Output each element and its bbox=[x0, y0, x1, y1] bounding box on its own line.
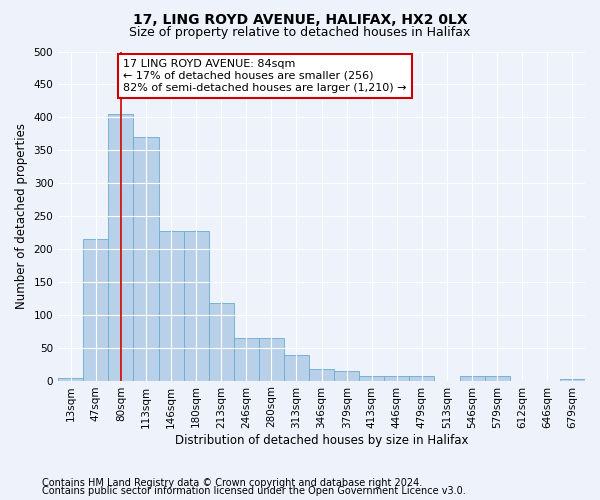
Bar bbox=[385, 376, 409, 380]
Text: Contains HM Land Registry data © Crown copyright and database right 2024.: Contains HM Land Registry data © Crown c… bbox=[42, 478, 422, 488]
Bar bbox=[309, 368, 334, 380]
Bar bbox=[284, 355, 309, 380]
Bar bbox=[83, 239, 109, 380]
Text: Contains public sector information licensed under the Open Government Licence v3: Contains public sector information licen… bbox=[42, 486, 466, 496]
Bar bbox=[234, 338, 259, 380]
Bar bbox=[460, 376, 485, 380]
Y-axis label: Number of detached properties: Number of detached properties bbox=[15, 123, 28, 309]
Text: 17 LING ROYD AVENUE: 84sqm
← 17% of detached houses are smaller (256)
82% of sem: 17 LING ROYD AVENUE: 84sqm ← 17% of deta… bbox=[124, 60, 407, 92]
Bar bbox=[485, 376, 510, 380]
Bar bbox=[58, 378, 83, 380]
Bar bbox=[184, 230, 209, 380]
Bar bbox=[133, 137, 158, 380]
Bar bbox=[109, 114, 133, 380]
Bar bbox=[158, 230, 184, 380]
Text: Size of property relative to detached houses in Halifax: Size of property relative to detached ho… bbox=[130, 26, 470, 39]
Bar bbox=[560, 378, 585, 380]
Bar bbox=[409, 376, 434, 380]
Bar bbox=[334, 372, 359, 380]
X-axis label: Distribution of detached houses by size in Halifax: Distribution of detached houses by size … bbox=[175, 434, 469, 448]
Bar bbox=[209, 303, 234, 380]
Bar bbox=[359, 376, 385, 380]
Bar bbox=[259, 338, 284, 380]
Text: 17, LING ROYD AVENUE, HALIFAX, HX2 0LX: 17, LING ROYD AVENUE, HALIFAX, HX2 0LX bbox=[133, 12, 467, 26]
